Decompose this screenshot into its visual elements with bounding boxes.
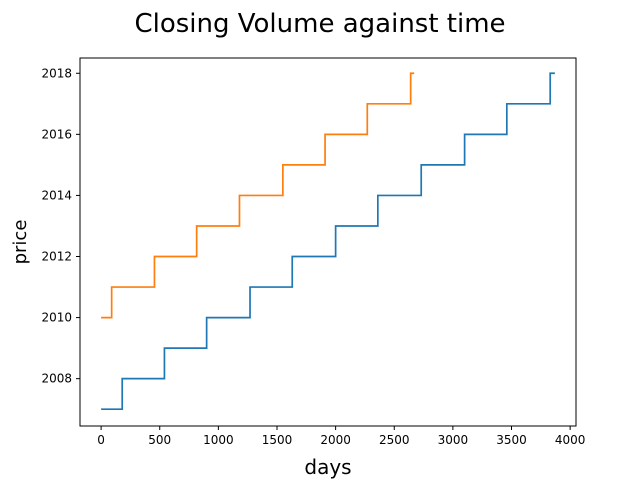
x-tick-label: 3000 <box>438 433 469 447</box>
y-tick-label: 2008 <box>41 372 72 386</box>
x-axis-label: days <box>304 455 351 479</box>
chart-title: Closing Volume against time <box>134 9 505 39</box>
x-tick-label: 500 <box>148 433 171 447</box>
x-tick-label: 1500 <box>262 433 293 447</box>
series-line-1 <box>101 72 555 411</box>
x-tick-label: 0 <box>97 433 105 447</box>
y-tick-label: 2016 <box>41 127 72 141</box>
series-line-2 <box>101 72 415 319</box>
y-tick-label: 2018 <box>41 66 72 80</box>
x-tick-label: 4000 <box>555 433 586 447</box>
ticks-layer: 0 500 1000 1500 2000 2500 3000 3500 4000 2008 2010… <box>41 66 585 447</box>
plot-frame <box>79 57 577 427</box>
x-tick-label: 2000 <box>320 433 351 447</box>
y-tick-label: 2010 <box>41 311 72 325</box>
series-layer <box>101 72 555 411</box>
x-tick-label: 2500 <box>379 433 410 447</box>
y-axis-label: price <box>10 220 31 265</box>
y-tick-label: 2014 <box>41 188 72 202</box>
x-tick-label: 3500 <box>496 433 527 447</box>
x-tick-label: 1000 <box>203 433 234 447</box>
y-tick-label: 2012 <box>41 250 72 264</box>
